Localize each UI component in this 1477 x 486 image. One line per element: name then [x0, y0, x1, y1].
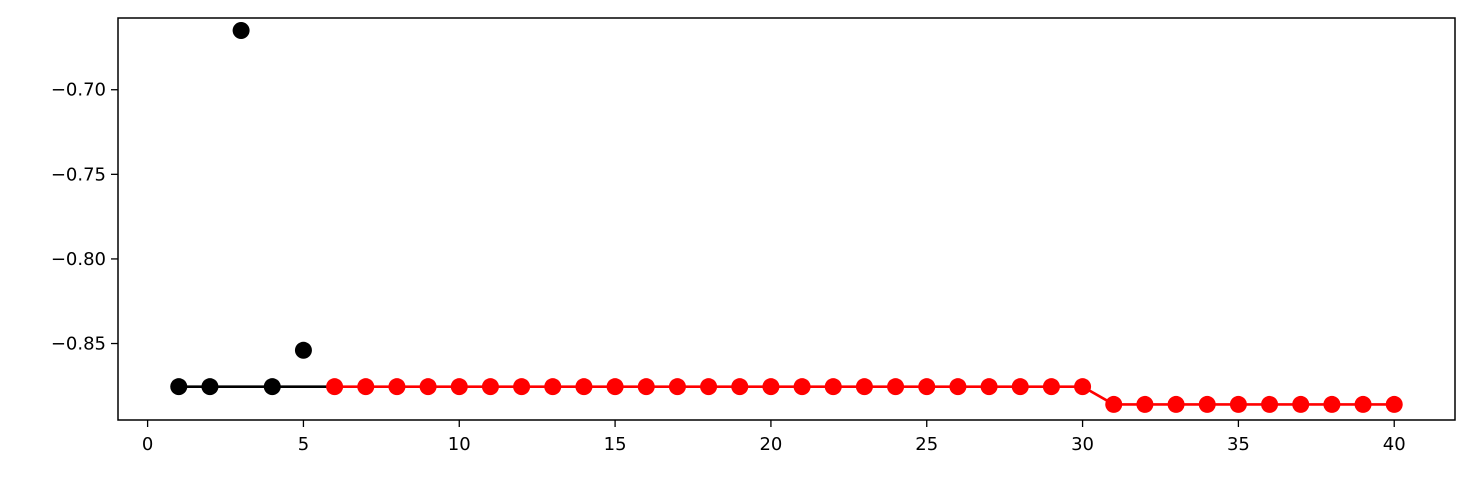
- data-point: [918, 378, 936, 396]
- x-tick-label: 15: [604, 434, 627, 455]
- x-axis: 0 5 10 15 20 25 30 35 40: [142, 420, 1406, 455]
- data-point: [700, 378, 718, 396]
- data-point: [637, 378, 655, 396]
- x-tick-label: 0: [142, 434, 153, 455]
- x-tick-label: 10: [448, 434, 471, 455]
- y-axis: −0.70 −0.75 −0.80 −0.85: [51, 80, 118, 355]
- data-point: [544, 378, 562, 396]
- data-point: [855, 378, 873, 396]
- data-points: [170, 22, 1403, 413]
- data-point: [949, 378, 967, 396]
- data-point: [357, 378, 375, 396]
- data-point: [793, 378, 811, 396]
- data-point: [1229, 395, 1247, 413]
- data-point: [201, 378, 219, 396]
- data-point: [606, 378, 624, 396]
- data-point: [513, 378, 531, 396]
- data-point: [481, 378, 499, 396]
- x-tick-label: 20: [759, 434, 782, 455]
- data-point: [326, 378, 344, 396]
- data-point: [824, 378, 842, 396]
- data-point: [1354, 395, 1372, 413]
- data-point: [263, 378, 281, 396]
- data-point: [762, 378, 780, 396]
- x-tick-label: 40: [1383, 434, 1406, 455]
- data-point: [1074, 378, 1092, 396]
- x-tick-label: 35: [1227, 434, 1250, 455]
- y-tick-label: −0.85: [51, 334, 106, 355]
- x-tick-label: 5: [298, 434, 309, 455]
- y-tick-label: −0.75: [51, 164, 106, 185]
- data-point: [388, 378, 406, 396]
- data-point: [1105, 395, 1123, 413]
- data-point: [450, 378, 468, 396]
- plot-frame: [117, 17, 1456, 421]
- data-point: [294, 341, 312, 359]
- data-point: [668, 378, 686, 396]
- data-point: [1323, 395, 1341, 413]
- data-point: [1042, 378, 1060, 396]
- data-point: [575, 378, 593, 396]
- data-point: [1292, 395, 1310, 413]
- y-tick-label: −0.80: [51, 249, 106, 270]
- data-point: [1198, 395, 1216, 413]
- x-tick-label: 25: [915, 434, 938, 455]
- data-point: [232, 22, 250, 40]
- data-point: [731, 378, 749, 396]
- data-point: [170, 378, 188, 396]
- data-point: [419, 378, 437, 396]
- data-point: [1385, 395, 1403, 413]
- data-point: [1136, 395, 1154, 413]
- data-point: [1011, 378, 1029, 396]
- data-point: [887, 378, 905, 396]
- data-point: [1261, 395, 1279, 413]
- data-point: [1167, 395, 1185, 413]
- data-point: [980, 378, 998, 396]
- x-tick-label: 30: [1071, 434, 1094, 455]
- y-tick-label: −0.70: [51, 80, 106, 101]
